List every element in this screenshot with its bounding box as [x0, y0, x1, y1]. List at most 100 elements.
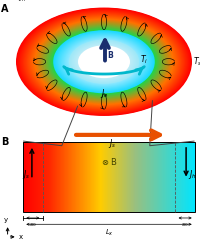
- Ellipse shape: [40, 22, 168, 101]
- Bar: [44, 142, 45, 212]
- Bar: [158, 142, 159, 212]
- Ellipse shape: [49, 27, 159, 96]
- Ellipse shape: [42, 24, 166, 100]
- Bar: [142, 142, 143, 212]
- Bar: [47, 142, 48, 212]
- Ellipse shape: [70, 41, 138, 83]
- Bar: [180, 142, 181, 212]
- Bar: [105, 142, 106, 212]
- Bar: [35, 142, 36, 212]
- Bar: [177, 142, 178, 212]
- Bar: [181, 142, 182, 212]
- Bar: [58, 142, 59, 212]
- Bar: [46, 142, 47, 212]
- Bar: [145, 142, 146, 212]
- Bar: [168, 142, 169, 212]
- Bar: [66, 142, 67, 212]
- Bar: [99, 142, 100, 212]
- Ellipse shape: [65, 37, 143, 86]
- Bar: [31, 142, 32, 212]
- Ellipse shape: [34, 18, 174, 105]
- Text: $L_x$: $L_x$: [105, 227, 113, 237]
- Ellipse shape: [48, 27, 160, 97]
- Ellipse shape: [25, 13, 183, 111]
- Bar: [141, 142, 142, 212]
- Ellipse shape: [76, 44, 132, 80]
- Text: $J_h$: $J_h$: [188, 168, 196, 181]
- Bar: [115, 142, 116, 212]
- Text: B: B: [1, 137, 9, 147]
- Bar: [65, 142, 66, 212]
- Bar: [188, 142, 189, 212]
- Bar: [170, 142, 171, 212]
- Bar: [186, 142, 187, 212]
- Bar: [169, 142, 170, 212]
- Bar: [110, 142, 111, 212]
- Bar: [38, 142, 39, 212]
- Bar: [70, 142, 71, 212]
- Bar: [131, 142, 132, 212]
- Ellipse shape: [75, 43, 133, 80]
- Text: B: B: [107, 51, 113, 60]
- Bar: [127, 142, 128, 212]
- Ellipse shape: [62, 36, 146, 88]
- Ellipse shape: [73, 42, 135, 81]
- Bar: [26, 142, 27, 212]
- Ellipse shape: [54, 31, 154, 93]
- Ellipse shape: [21, 11, 187, 113]
- Bar: [42, 142, 43, 212]
- Bar: [148, 142, 149, 212]
- Bar: [167, 142, 168, 212]
- Bar: [166, 142, 167, 212]
- Ellipse shape: [38, 21, 170, 103]
- Bar: [97, 142, 98, 212]
- Ellipse shape: [28, 15, 180, 108]
- Bar: [29, 142, 30, 212]
- Bar: [128, 142, 129, 212]
- Bar: [133, 142, 134, 212]
- Ellipse shape: [23, 12, 185, 112]
- Bar: [191, 142, 192, 212]
- Ellipse shape: [30, 16, 178, 107]
- Ellipse shape: [71, 41, 137, 82]
- Bar: [28, 142, 29, 212]
- Bar: [62, 142, 63, 212]
- Bar: [78, 142, 79, 212]
- Bar: [106, 142, 107, 212]
- Bar: [134, 142, 135, 212]
- Bar: [153, 142, 154, 212]
- Bar: [108, 142, 109, 212]
- Bar: [187, 142, 188, 212]
- Ellipse shape: [35, 19, 173, 104]
- Ellipse shape: [67, 39, 141, 85]
- Bar: [87, 142, 88, 212]
- Bar: [52, 142, 53, 212]
- Bar: [61, 142, 62, 212]
- Bar: [151, 142, 152, 212]
- Bar: [149, 142, 150, 212]
- Bar: [80, 142, 81, 212]
- Ellipse shape: [27, 14, 181, 109]
- Bar: [122, 142, 123, 212]
- Bar: [103, 142, 104, 212]
- Ellipse shape: [53, 30, 155, 93]
- Bar: [91, 142, 92, 212]
- Ellipse shape: [46, 26, 162, 98]
- Bar: [165, 142, 166, 212]
- Bar: [171, 142, 172, 212]
- Bar: [84, 142, 85, 212]
- Ellipse shape: [69, 40, 139, 84]
- Text: $J_n$$=$$0$: $J_n$$=$$0$: [18, 0, 39, 4]
- Ellipse shape: [77, 45, 131, 79]
- Bar: [82, 142, 83, 212]
- Bar: [107, 142, 108, 212]
- Ellipse shape: [56, 32, 152, 91]
- Bar: [104, 142, 105, 212]
- Bar: [178, 142, 179, 212]
- Ellipse shape: [51, 29, 157, 95]
- Bar: [101, 142, 102, 212]
- Text: $T_i$: $T_i$: [140, 53, 148, 66]
- Ellipse shape: [56, 32, 152, 92]
- Bar: [69, 142, 70, 212]
- Ellipse shape: [41, 23, 167, 101]
